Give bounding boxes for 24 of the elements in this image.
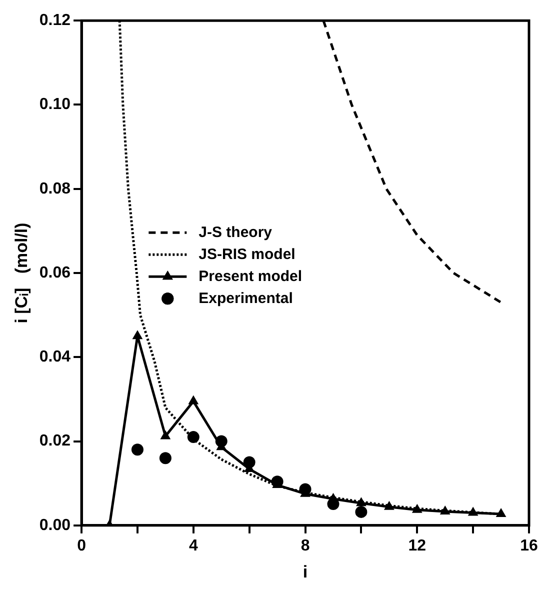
legend-label: Experimental — [198, 290, 293, 307]
x-tick-label: 8 — [300, 537, 310, 554]
y-tick-label: 0.00 — [39, 516, 71, 534]
point — [160, 430, 171, 440]
x-axis-title: i — [302, 562, 308, 582]
y-tick-label: 0.12 — [39, 12, 71, 30]
y-tick-label: 0.10 — [39, 96, 71, 114]
y-tick-label: 0.02 — [39, 432, 71, 450]
point — [188, 395, 199, 404]
y-axis-title: i [Cᵢ] (mol/l) — [12, 222, 31, 324]
point — [355, 506, 368, 518]
legend-label: JS-RIS model — [198, 246, 296, 263]
y-tick-label: 0.08 — [39, 180, 71, 198]
legend-label: Present model — [198, 268, 302, 285]
x-tick-label: 4 — [188, 537, 198, 554]
x-tick-label: 12 — [408, 537, 426, 554]
x-tick-label: 16 — [520, 537, 538, 554]
point — [159, 452, 172, 464]
point — [132, 330, 143, 340]
point — [131, 444, 144, 456]
y-tick-label: 0.06 — [39, 264, 71, 282]
legend-label: J-S theory — [198, 224, 273, 241]
x-tick-label: 0 — [77, 537, 86, 554]
y-tick-label: 0.04 — [39, 348, 71, 366]
